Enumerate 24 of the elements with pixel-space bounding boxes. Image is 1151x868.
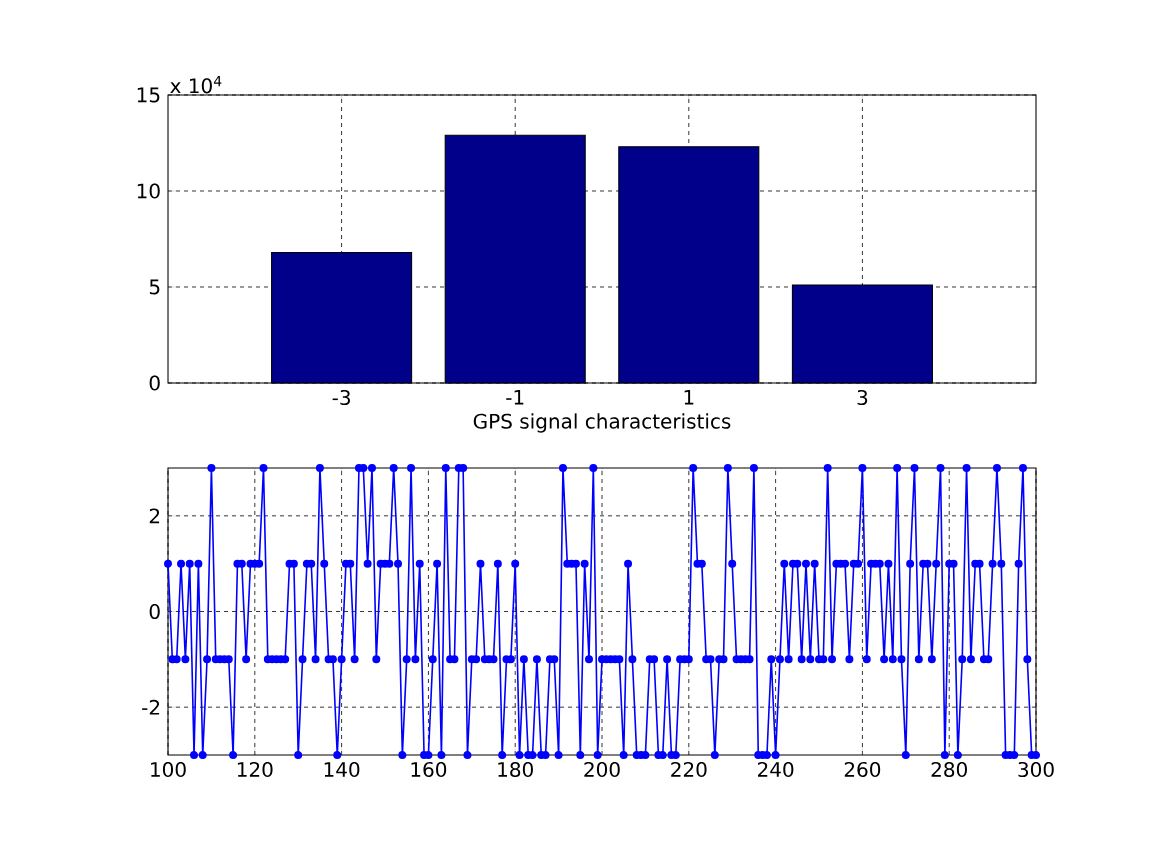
x-axis-title: GPS signal characteristics bbox=[473, 413, 731, 433]
x-tick-label: -3 bbox=[332, 389, 350, 406]
y-tick-label: 2 bbox=[149, 508, 160, 524]
y-tick-label: 5 bbox=[149, 279, 160, 295]
x-tick-label: 3 bbox=[857, 389, 868, 406]
y-tick-label: 10 bbox=[137, 183, 160, 199]
y-tick-label: 0 bbox=[149, 603, 160, 620]
x-tick-label: 140 bbox=[324, 761, 360, 778]
x-tick-label: 200 bbox=[584, 761, 620, 778]
y-tick-label: 15 bbox=[137, 87, 160, 103]
x-tick-label: 160 bbox=[411, 761, 447, 778]
x-tick-label: -1 bbox=[506, 389, 524, 405]
x-tick-label: 220 bbox=[671, 761, 707, 778]
x-tick-label: 100 bbox=[151, 761, 186, 778]
x-tick-label: 280 bbox=[931, 761, 967, 778]
x-tick-label: 260 bbox=[844, 761, 881, 778]
x-tick-label: 300 bbox=[1018, 761, 1054, 778]
x-tick-label: 1 bbox=[684, 389, 694, 405]
y-tick-label: 0 bbox=[149, 375, 160, 391]
y-tick-label: -2 bbox=[142, 699, 160, 715]
x-tick-label: 120 bbox=[237, 761, 273, 778]
text: x 10$^{4}$ bbox=[170, 75, 222, 94]
x-tick-label: 240 bbox=[757, 761, 794, 778]
x-tick-label: 180 bbox=[498, 761, 533, 778]
